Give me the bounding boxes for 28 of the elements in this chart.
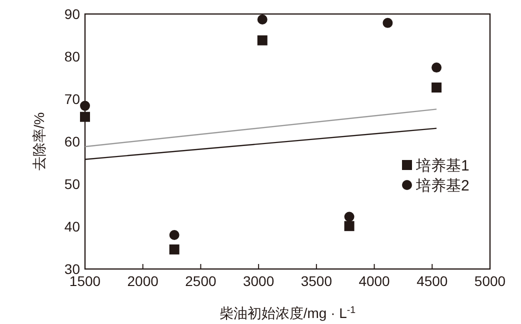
y-tick-label: 70 (64, 91, 80, 107)
x-tick-label: 2000 (127, 273, 159, 289)
y-tick-label: 50 (64, 176, 80, 192)
x-tick-label: 3000 (242, 273, 274, 289)
x-tick-label: 3500 (300, 273, 332, 289)
x-axis-title: 柴油初始浓度/mg · L$^{-1}$ (219, 304, 356, 321)
point (257, 35, 268, 46)
point (169, 230, 180, 240)
point (169, 244, 180, 254)
point (344, 221, 354, 232)
y-tick-label: 60 (64, 134, 80, 150)
y-axis-title: 去除率/% (31, 112, 47, 171)
y-tick-label: 80 (64, 48, 80, 64)
legend-label: 培养基2 (415, 178, 470, 194)
y-tick-label: 40 (64, 218, 80, 234)
point (432, 62, 442, 73)
x-tick-label: 4000 (358, 273, 390, 289)
x-tick-label: 4500 (416, 273, 448, 289)
x-tick-label: 2500 (185, 273, 216, 289)
point (80, 100, 90, 111)
legend-label: 培养基1 (415, 158, 470, 174)
x-tick-label: 5000 (474, 273, 506, 289)
point (80, 112, 90, 122)
point (344, 212, 354, 222)
y-tick-label: 90 (64, 6, 80, 22)
point (382, 18, 393, 28)
point (257, 14, 268, 25)
point (432, 82, 442, 93)
